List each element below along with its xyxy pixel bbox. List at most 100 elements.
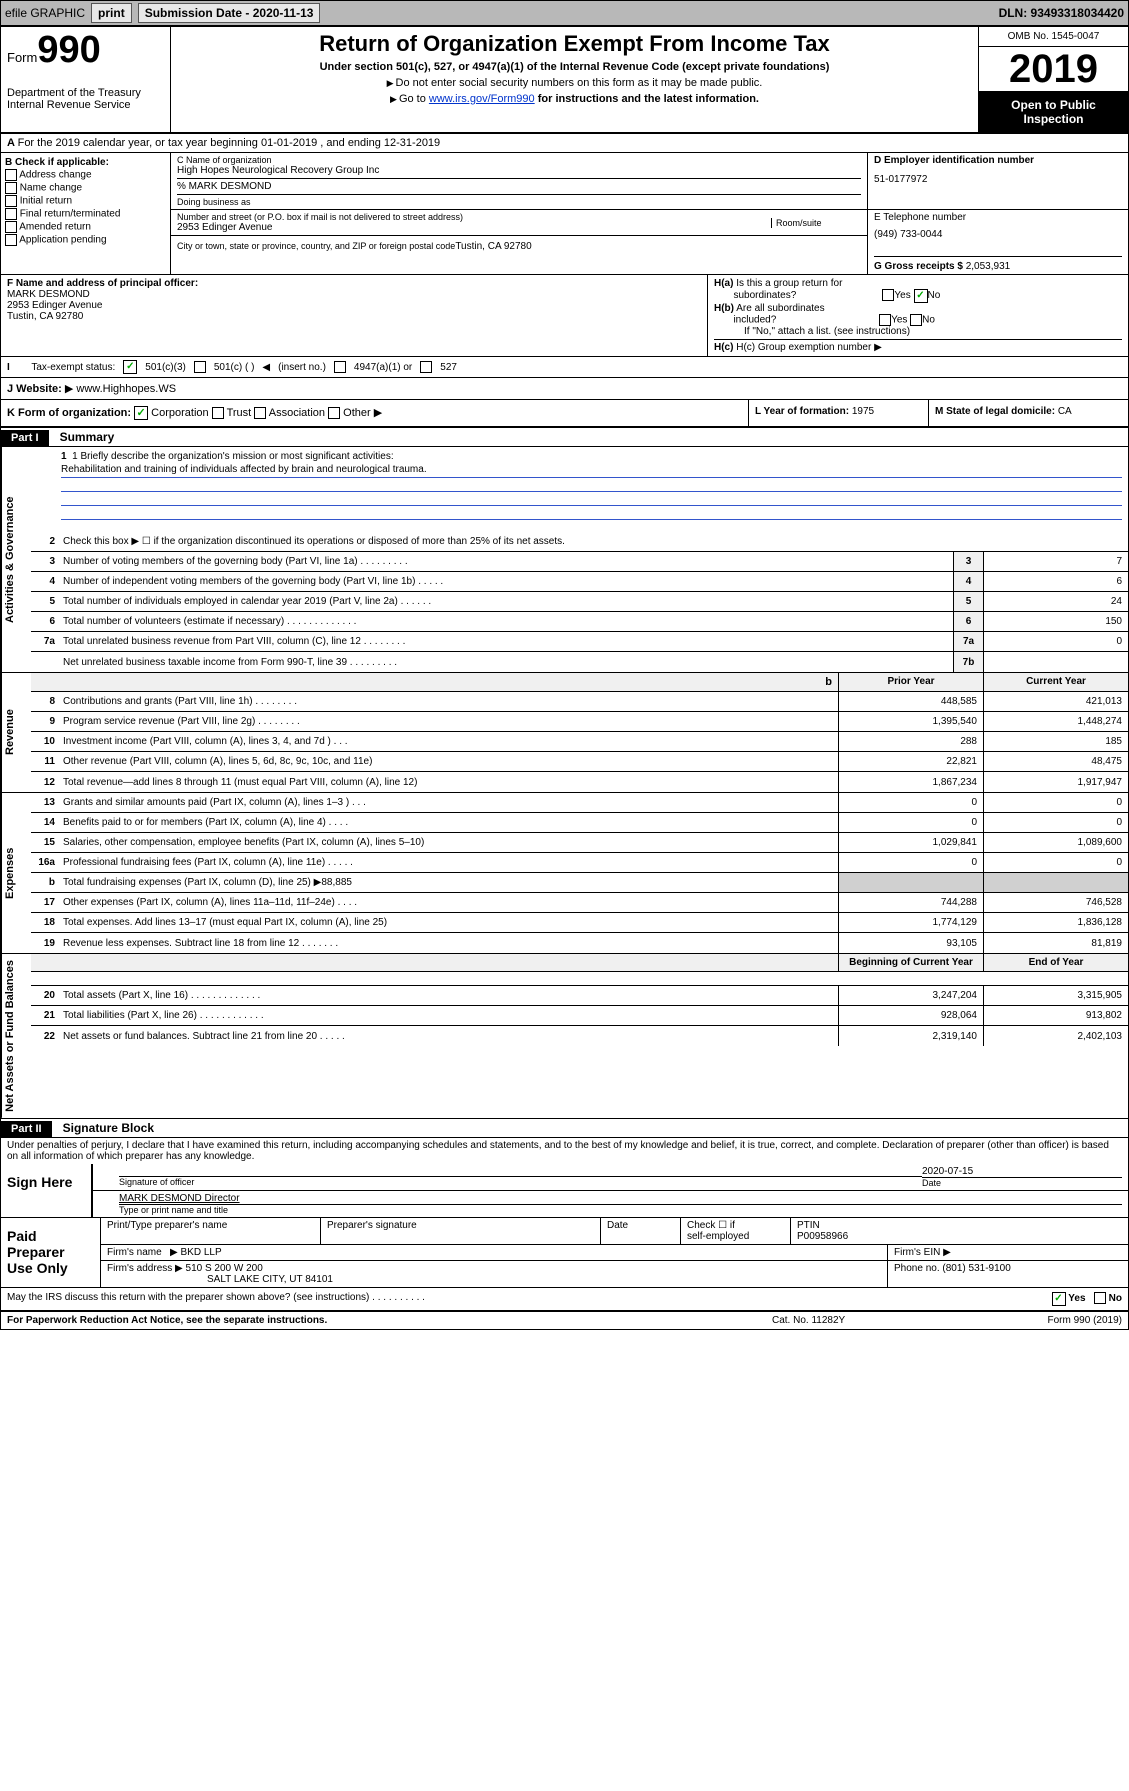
data-line: 17Other expenses (Part IX, column (A), l… bbox=[31, 893, 1128, 913]
c-label: C Name of organization bbox=[177, 155, 861, 165]
firm-name-label: Firm's name bbox=[107, 1247, 162, 1258]
sign-date: 2020-07-15 bbox=[922, 1166, 973, 1177]
street-address: 2953 Edinger Avenue bbox=[177, 222, 771, 233]
dept-label: Department of the Treasury Internal Reve… bbox=[7, 87, 164, 111]
tax-status-row: I Tax-exempt status: ✓ 501(c)(3) 501(c) … bbox=[1, 357, 1128, 378]
sign-here-row: Sign Here Signature of officer 2020-07-1… bbox=[1, 1164, 1128, 1218]
l-label: L Year of formation: bbox=[755, 406, 849, 417]
hb-yes[interactable] bbox=[879, 314, 891, 326]
efile-label: efile GRAPHIC bbox=[5, 6, 85, 20]
header-right: OMB No. 1545-0047 2019 Open to Public In… bbox=[978, 27, 1128, 132]
j-label: J Website: bbox=[7, 383, 62, 395]
part1-bar: Part I Summary bbox=[1, 428, 1128, 447]
prior-year-header: Prior Year bbox=[838, 673, 983, 691]
tax-year: 2019 bbox=[979, 47, 1128, 92]
firm-ein-label: Firm's EIN bbox=[894, 1247, 940, 1258]
column-b: B Check if applicable: Address change Na… bbox=[1, 153, 171, 274]
firm-addr1: 510 S 200 W 200 bbox=[186, 1263, 263, 1274]
k-label: K Form of organization: bbox=[7, 407, 131, 419]
officer-name: MARK DESMOND bbox=[7, 289, 90, 300]
discuss-yes[interactable]: ✓ bbox=[1052, 1292, 1066, 1306]
governance-section: Activities & Governance 1 1 Briefly desc… bbox=[1, 447, 1128, 673]
gross-receipts: 2,053,931 bbox=[966, 261, 1011, 272]
checkbox-initial[interactable] bbox=[5, 195, 17, 207]
footer-last: For Paperwork Reduction Act Notice, see … bbox=[1, 1312, 1128, 1329]
phone-value: (949) 733-0044 bbox=[874, 229, 1122, 240]
checkbox-pending[interactable] bbox=[5, 234, 17, 246]
gov-line: 7aTotal unrelated business revenue from … bbox=[31, 632, 1128, 652]
m-value: CA bbox=[1058, 406, 1072, 417]
l-value: 1975 bbox=[852, 406, 874, 417]
perjury-statement: Under penalties of perjury, I declare th… bbox=[1, 1138, 1128, 1164]
discuss-text: May the IRS discuss this return with the… bbox=[7, 1292, 1052, 1306]
firm-phone-label: Phone no. bbox=[894, 1263, 940, 1274]
form-subtitle: Under section 501(c), 527, or 4947(a)(1)… bbox=[175, 61, 974, 73]
data-line: 16aProfessional fundraising fees (Part I… bbox=[31, 853, 1128, 873]
check-trust[interactable] bbox=[212, 407, 224, 419]
instructions-link[interactable]: www.irs.gov/Form990 bbox=[429, 93, 535, 105]
checkbox-final[interactable] bbox=[5, 208, 17, 220]
form-number: 990 bbox=[37, 29, 100, 71]
check-4947[interactable] bbox=[334, 361, 346, 373]
gov-line: 2Check this box ▶ ☐ if the organization … bbox=[31, 532, 1128, 552]
top-bar: efile GRAPHIC print Submission Date - 20… bbox=[0, 0, 1129, 26]
website-value: www.Highhopes.WS bbox=[76, 383, 176, 395]
form-header: Form990 Department of the Treasury Inter… bbox=[1, 27, 1128, 134]
discuss-no[interactable] bbox=[1094, 1292, 1106, 1304]
k-row: K Form of organization: ✓ Corporation Tr… bbox=[1, 400, 1128, 428]
ein-value: 51-0177972 bbox=[874, 174, 1122, 185]
officer-addr2: Tustin, CA 92780 bbox=[7, 311, 83, 322]
firm-addr-label: Firm's address bbox=[107, 1263, 172, 1274]
check-other[interactable] bbox=[328, 407, 340, 419]
discuss-row: May the IRS discuss this return with the… bbox=[1, 1288, 1128, 1312]
part2-header: Part II bbox=[1, 1121, 52, 1137]
f-label: F Name and address of principal officer: bbox=[7, 278, 198, 289]
netassets-section: Net Assets or Fund Balances Beginning of… bbox=[1, 954, 1128, 1119]
form-label: Form bbox=[7, 50, 37, 65]
ptin-value: P00958966 bbox=[797, 1231, 848, 1242]
care-of: % MARK DESMOND bbox=[177, 178, 861, 192]
checkbox-name[interactable] bbox=[5, 182, 17, 194]
checkbox-address[interactable] bbox=[5, 169, 17, 181]
paid-preparer-section: Paid Preparer Use Only Print/Type prepar… bbox=[1, 1218, 1128, 1288]
section-bcd: B Check if applicable: Address change Na… bbox=[1, 153, 1128, 275]
ptin-hdr: PTIN bbox=[797, 1220, 820, 1231]
data-line: bTotal fundraising expenses (Part IX, co… bbox=[31, 873, 1128, 893]
part2-title: Signature Block bbox=[55, 1119, 162, 1137]
data-line: 8Contributions and grants (Part VIII, li… bbox=[31, 692, 1128, 712]
checkbox-amended[interactable] bbox=[5, 221, 17, 233]
print-button[interactable]: print bbox=[91, 3, 132, 23]
check-527[interactable] bbox=[420, 361, 432, 373]
part2-bar: Part II Signature Block bbox=[1, 1119, 1128, 1138]
form-title: Return of Organization Exempt From Incom… bbox=[175, 31, 974, 57]
data-line: 9Program service revenue (Part VIII, lin… bbox=[31, 712, 1128, 732]
gov-line: 5Total number of individuals employed in… bbox=[31, 592, 1128, 612]
data-line: 18Total expenses. Add lines 13–17 (must … bbox=[31, 913, 1128, 933]
check-501c[interactable] bbox=[194, 361, 206, 373]
g-label: G Gross receipts $ bbox=[874, 261, 963, 272]
fg-row: F Name and address of principal officer:… bbox=[1, 275, 1128, 357]
cat-number: Cat. No. 11282Y bbox=[772, 1315, 972, 1326]
check-assoc[interactable] bbox=[254, 407, 266, 419]
e-label: E Telephone number bbox=[874, 212, 1122, 223]
city-value: Tustin, CA 92780 bbox=[455, 241, 531, 252]
check-corp[interactable]: ✓ bbox=[134, 406, 148, 420]
sig-officer-label: Signature of officer bbox=[119, 1176, 922, 1187]
expenses-section: Expenses 13Grants and similar amounts pa… bbox=[1, 793, 1128, 954]
ha-yes[interactable] bbox=[882, 289, 894, 301]
firm-addr2: SALT LAKE CITY, UT 84101 bbox=[107, 1274, 333, 1285]
row-a-text: For the 2019 calendar year, or tax year … bbox=[18, 137, 441, 149]
open-inspection: Open to Public Inspection bbox=[979, 92, 1128, 132]
ha-no[interactable]: ✓ bbox=[914, 289, 928, 303]
firm-phone: (801) 531-9100 bbox=[942, 1263, 1010, 1274]
form-ref: Form 990 (2019) bbox=[972, 1315, 1122, 1326]
hb-no[interactable] bbox=[910, 314, 922, 326]
note2-post: for instructions and the latest informat… bbox=[535, 93, 759, 105]
submission-date-button[interactable]: Submission Date - 2020-11-13 bbox=[138, 3, 321, 23]
col-b-header: B Check if applicable: bbox=[5, 157, 109, 168]
gov-line: 4Number of independent voting members of… bbox=[31, 572, 1128, 592]
data-line: 14Benefits paid to or for members (Part … bbox=[31, 813, 1128, 833]
check-501c3[interactable]: ✓ bbox=[123, 360, 137, 374]
org-name: High Hopes Neurological Recovery Group I… bbox=[177, 165, 861, 176]
gov-line: Net unrelated business taxable income fr… bbox=[31, 652, 1128, 672]
